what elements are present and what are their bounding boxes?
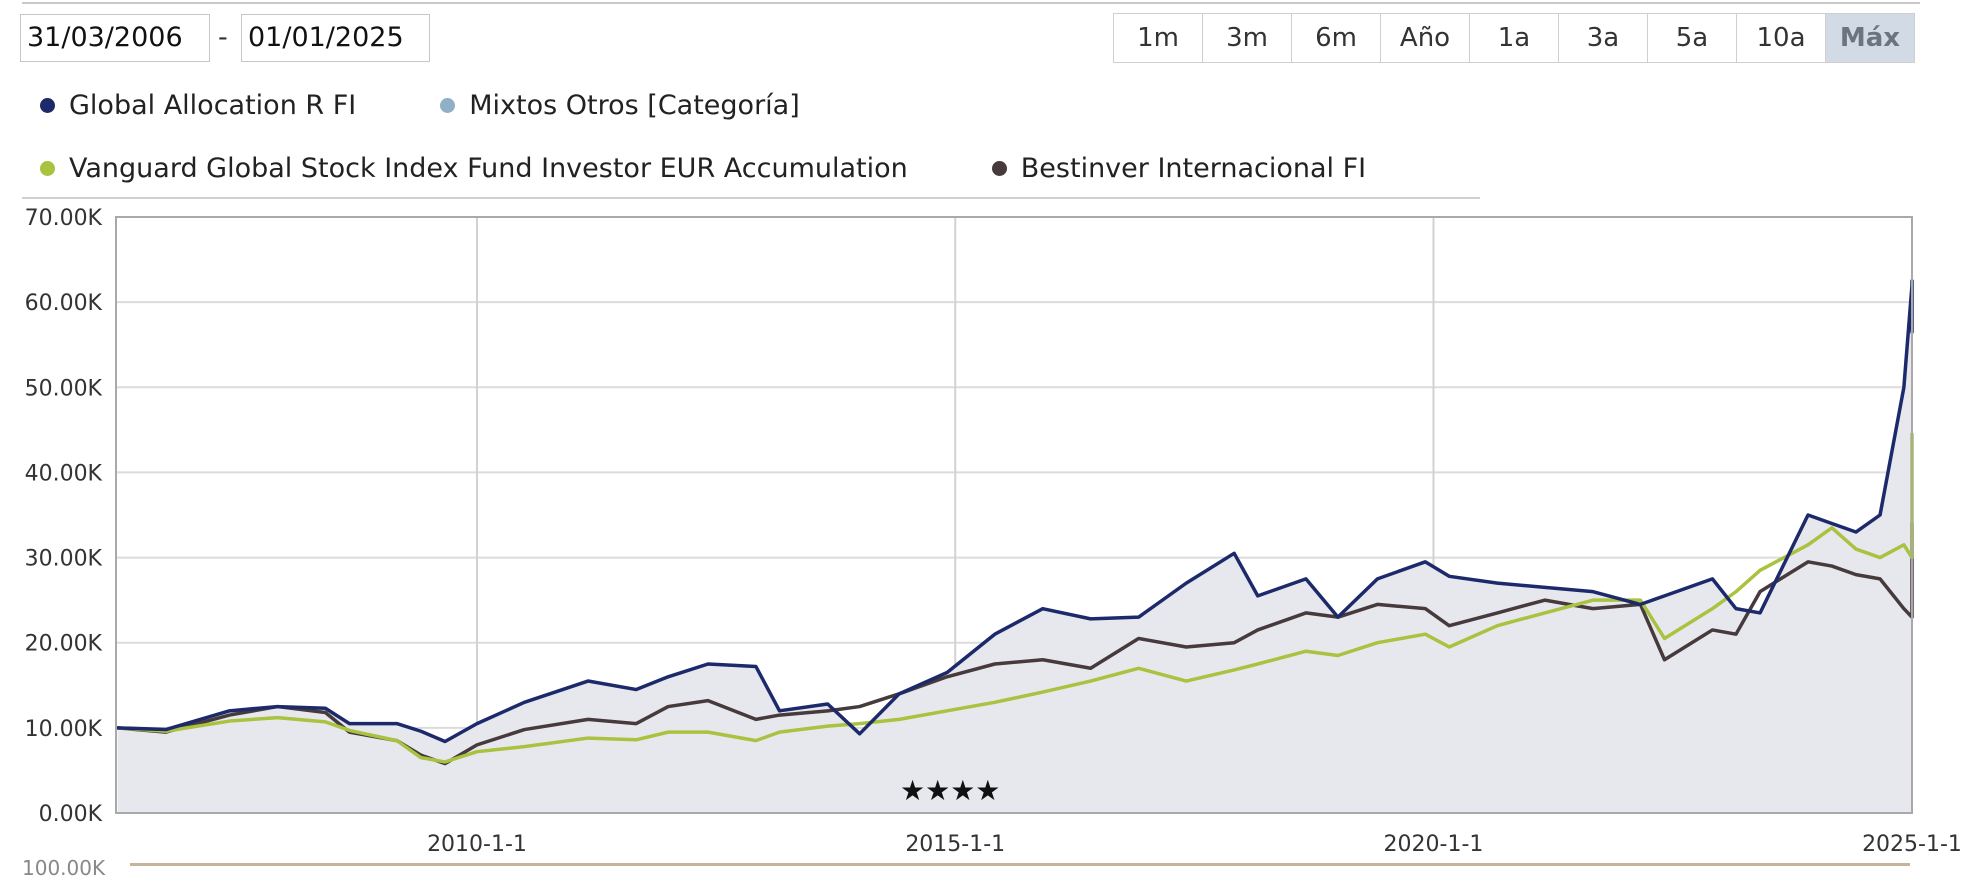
rating-stars: ★★★★: [900, 774, 1000, 807]
legend-item-vanguard[interactable]: Vanguard Global Stock Index Fund Investo…: [40, 153, 908, 184]
legend-label: Bestinver Internacional FI: [1020, 153, 1367, 184]
top-divider: [22, 2, 1920, 4]
series-area-fill: [117, 280, 1913, 813]
x-tick-label: 2020-1-1: [1384, 832, 1484, 857]
y-tick-label: 70.00K: [25, 206, 103, 231]
date-to-input[interactable]: 01/01/2025: [241, 14, 430, 62]
y-tick-label: 20.00K: [25, 632, 103, 657]
next-chart-top-border: [130, 863, 1910, 866]
x-tick-label: 2025-1-1: [1862, 832, 1962, 857]
plot-border: [115, 216, 1913, 814]
range-button-1a[interactable]: 1a: [1469, 13, 1559, 63]
legend-item-global-allocation[interactable]: Global Allocation R FI: [40, 90, 356, 121]
range-button-5a[interactable]: 5a: [1647, 13, 1737, 63]
x-tick-label: 2015-1-1: [905, 832, 1005, 857]
time-range-selector: 1m 3m 6m Año 1a 3a 5a 10a Máx: [1113, 13, 1915, 63]
range-button-max[interactable]: Máx: [1825, 13, 1915, 63]
x-axis: 2010-1-1 2015-1-1 2020-1-1 2025-1-1: [427, 832, 1962, 857]
legend-dot-icon: [991, 161, 1007, 176]
x-tick-label: 2010-1-1: [427, 832, 527, 857]
y-tick-label: 0.00K: [39, 802, 103, 827]
legend-dot-icon: [40, 98, 55, 113]
legend-divider: [22, 197, 1480, 199]
series-lines: [115, 279, 1914, 813]
date-from-input[interactable]: 31/03/2006: [20, 14, 210, 62]
legend-dot-icon: [440, 98, 456, 113]
y-axis: 0.00K 10.00K 20.00K 30.00K 40.00K 50.00K 60.00…: [25, 206, 103, 827]
date-range-separator: -: [218, 22, 228, 53]
y-tick-label: 50.00K: [25, 376, 103, 401]
y-tick-label: 30.00K: [25, 547, 103, 572]
legend-dot-icon: [40, 161, 55, 176]
next-chart-axis-label: 100.00K: [22, 856, 106, 880]
legend-item-bestinver[interactable]: Bestinver Internacional FI: [991, 153, 1367, 184]
y-tick-label: 10.00K: [25, 717, 103, 742]
y-tick-label: 40.00K: [25, 461, 103, 486]
legend-label: Vanguard Global Stock Index Fund Investo…: [69, 153, 908, 184]
series-line-global-allocation-r-fi: [115, 279, 1914, 744]
series-line-vanguard-global-stock-index-fund-investor-eur-accumulation: [115, 432, 1914, 764]
y-tick-label: 60.00K: [25, 291, 103, 316]
range-button-6m[interactable]: 6m: [1291, 13, 1381, 63]
range-button-3a[interactable]: 3a: [1558, 13, 1648, 63]
legend-label: Global Allocation R FI: [69, 90, 357, 121]
range-button-3m[interactable]: 3m: [1202, 13, 1292, 63]
legend-row-2: Vanguard Global Stock Index Fund Investo…: [40, 153, 1366, 184]
legend-row-1: Global Allocation R FI Mixtos Otros [Cat…: [40, 90, 800, 121]
legend-item-mixtos-otros[interactable]: Mixtos Otros [Categoría]: [440, 90, 800, 121]
legend-label: Mixtos Otros [Categoría]: [469, 90, 800, 121]
range-button-1m[interactable]: 1m: [1113, 13, 1203, 63]
series-line-bestinver-internacional-fi: [115, 521, 1914, 766]
